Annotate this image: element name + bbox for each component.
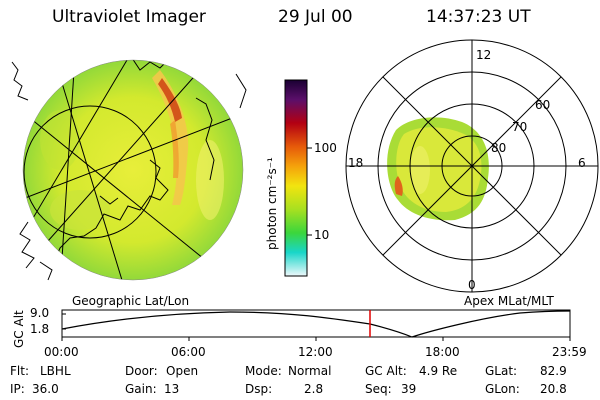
mode-value: Normal xyxy=(288,364,332,378)
glat-label: GLat: xyxy=(485,364,518,378)
time-label: 14:37:23 UT xyxy=(426,7,531,27)
colorbar xyxy=(284,79,312,277)
polar-caption: Apex MLat/MLT xyxy=(464,294,554,308)
date-label: 29 Jul 00 xyxy=(278,7,353,27)
flt-value: LBHL xyxy=(40,364,71,378)
seq-value: 39 xyxy=(401,382,417,396)
flt-label: Flt: xyxy=(10,364,29,378)
gain-label: Gain: xyxy=(125,382,157,396)
altitude-xtick-0000: 00:00 xyxy=(44,345,79,359)
altitude-ytick-1-8: 1.8 xyxy=(30,322,50,336)
altitude-plot xyxy=(61,309,571,341)
mlat-label-60: 60 xyxy=(535,98,551,112)
dsp-value: 2.8 xyxy=(304,382,324,396)
mlat-label-80: 80 xyxy=(491,141,507,155)
glon-value: 20.8 xyxy=(540,382,567,396)
mode-label: Mode: xyxy=(245,364,282,378)
geo-caption: Geographic Lat/Lon xyxy=(72,294,190,308)
ip-value: 36.0 xyxy=(32,382,59,396)
ip-label: IP: xyxy=(10,382,25,396)
mlat-label-70: 70 xyxy=(512,120,528,134)
auroral-oval xyxy=(387,117,489,221)
glon-label: GLon: xyxy=(485,382,520,396)
polar-panel xyxy=(345,39,599,293)
seq-label: Seq: xyxy=(365,382,392,396)
glat-value: 82.9 xyxy=(540,364,567,378)
geographic-image xyxy=(11,59,247,281)
mlt-label-0: 0 xyxy=(468,278,476,292)
altitude-xtick-1200: 12:00 xyxy=(298,345,333,359)
gain-value: 13 xyxy=(164,382,180,396)
instrument-title: Ultraviolet Imager xyxy=(52,7,206,27)
door-label: Door: xyxy=(125,364,158,378)
mlt-label-6: 6 xyxy=(578,156,586,170)
mlt-label-12: 12 xyxy=(476,48,492,62)
colorbar-tick-100: 100 xyxy=(314,141,337,155)
altitude-ylabel: GC Alt xyxy=(12,310,26,348)
colorbar-unit-label: photon cm⁻²s⁻¹ xyxy=(265,157,279,250)
mlt-label-18: 18 xyxy=(348,156,364,170)
altitude-xtick-0600: 06:00 xyxy=(171,345,206,359)
gcalt-value: 4.9 Re xyxy=(419,364,458,378)
altitude-curve xyxy=(61,310,571,338)
dsp-label: Dsp: xyxy=(245,382,273,396)
door-value: Open xyxy=(166,364,199,378)
altitude-ytick-9: 9.0 xyxy=(30,306,50,320)
colorbar-tick-10: 10 xyxy=(314,228,330,242)
gcalt-label: GC Alt: xyxy=(365,364,407,378)
altitude-xtick-1800: 18:00 xyxy=(425,345,460,359)
altitude-xtick-2359: 23:59 xyxy=(552,345,587,359)
